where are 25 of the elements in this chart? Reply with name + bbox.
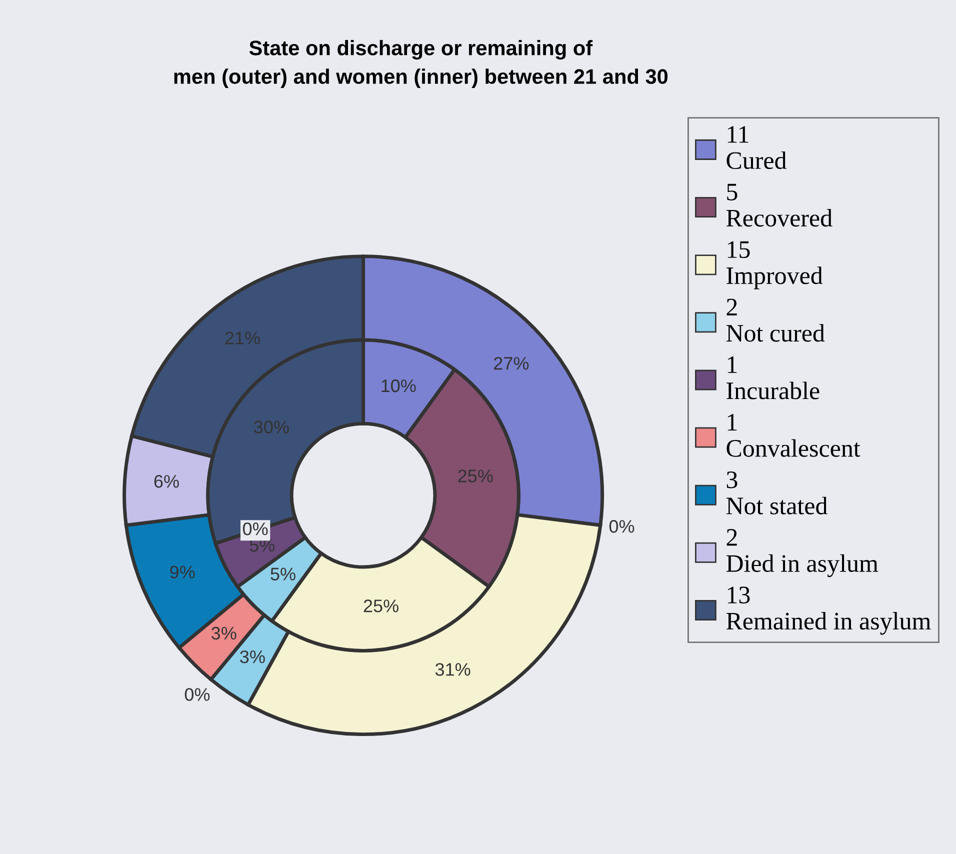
legend-label: 13 Remained in asylum xyxy=(726,586,931,635)
data-label: 27% xyxy=(494,356,529,370)
legend-label: 11 Cured xyxy=(726,126,786,170)
data-label: 30% xyxy=(254,420,289,434)
data-label: 9% xyxy=(170,566,195,578)
text: 0% xyxy=(609,520,634,533)
data-label: 6% xyxy=(154,475,179,488)
legend-label: 2 Died in asylum xyxy=(726,529,878,578)
data-label: 5% xyxy=(270,568,296,580)
data-label: 21% xyxy=(225,332,260,344)
data-label: 3% xyxy=(211,626,236,640)
data-label: 31% xyxy=(435,663,470,676)
legend-label: 1 Incurable xyxy=(726,356,820,400)
chart-title: State on discharge or remaining of men (outer) and women (inner) between 21 and 30 xyxy=(174,40,668,88)
legend-label: 2 Not cured xyxy=(726,298,825,342)
data-label: 10% xyxy=(382,379,416,392)
text: 0% xyxy=(242,522,268,536)
legend-label: 5 Recovered xyxy=(726,184,832,227)
text: 0% xyxy=(184,688,210,701)
data-label: 25% xyxy=(364,600,398,612)
legend-label: 3 Not stated xyxy=(726,471,828,514)
data-label: 25% xyxy=(458,470,493,482)
legend-label: 1 Convalescent xyxy=(726,414,860,457)
legend-label: 15 Improved xyxy=(726,241,823,290)
data-label: 3% xyxy=(240,650,265,664)
